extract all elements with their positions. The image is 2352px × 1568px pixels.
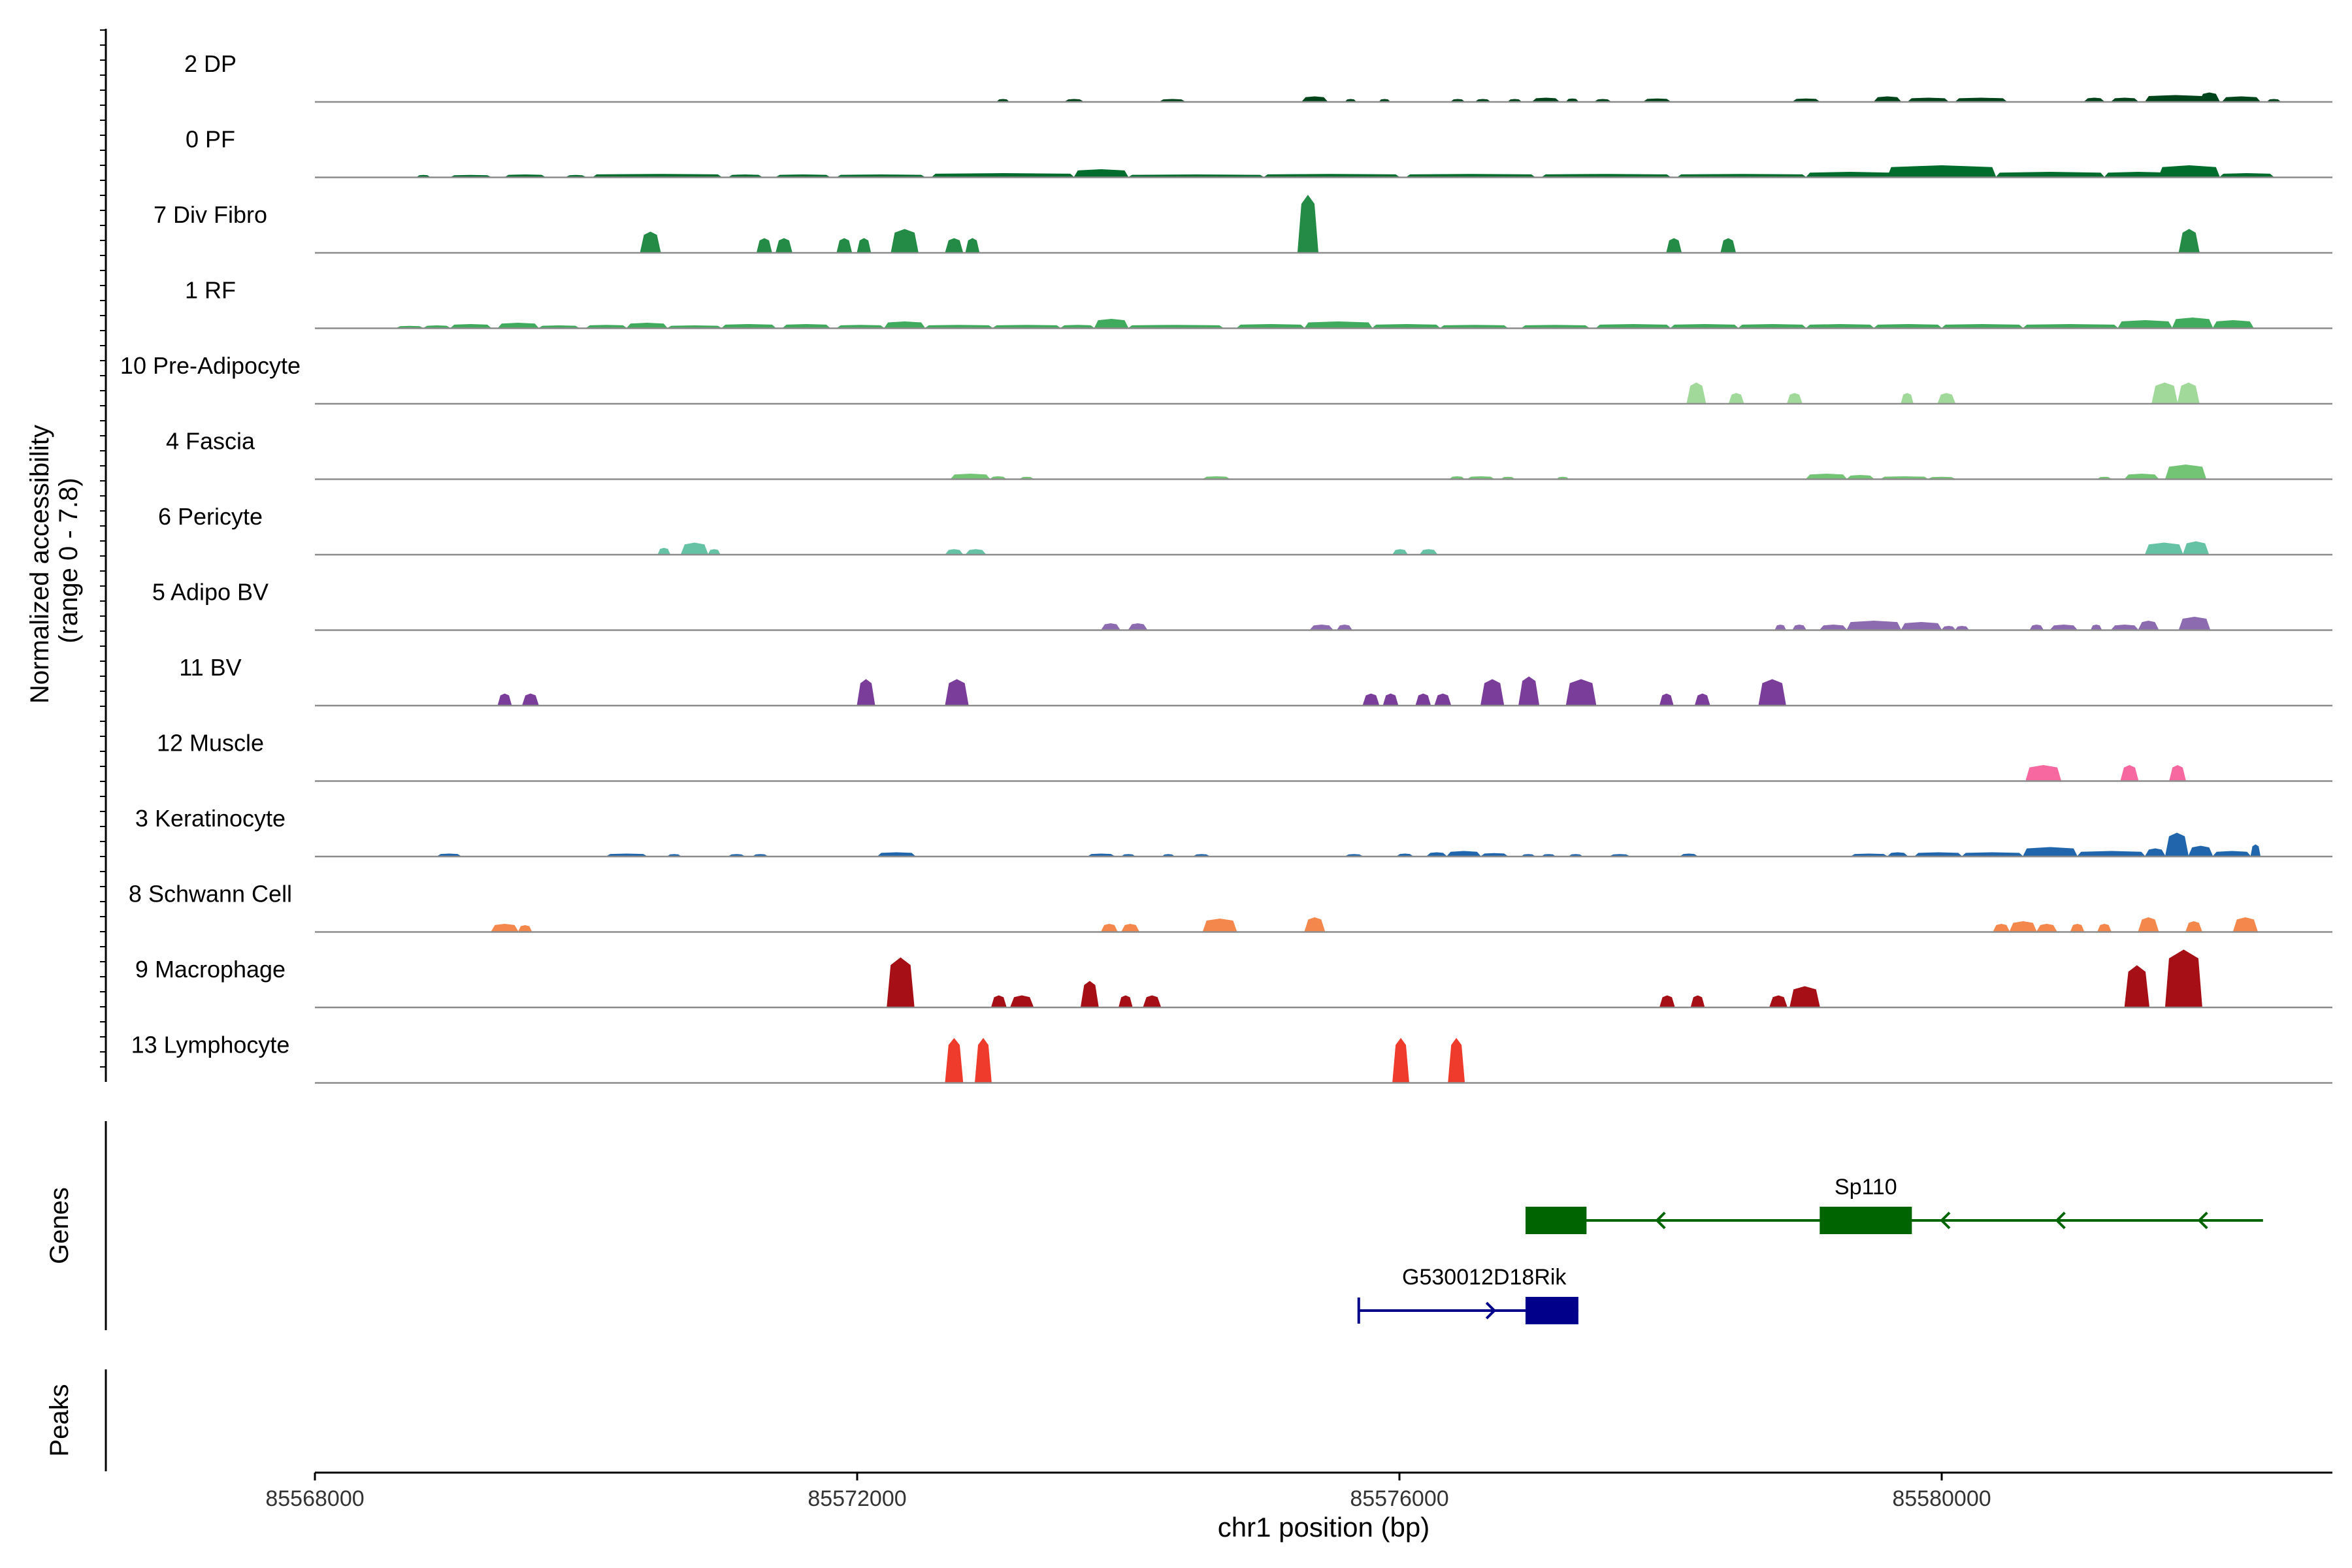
coverage-peak bbox=[1900, 621, 1942, 630]
track-label: 11 BV bbox=[179, 654, 241, 681]
track-10-pre-adipocyte: 10 Pre-Adipocyte bbox=[120, 352, 2332, 405]
coverage-peak bbox=[2182, 541, 2210, 555]
coverage-peak bbox=[1202, 918, 1237, 932]
coverage-peak bbox=[2164, 464, 2207, 480]
strand-arrow-left-icon bbox=[2197, 1211, 2208, 1230]
coverage-peak bbox=[2178, 616, 2211, 630]
coverage-peak bbox=[1073, 169, 1129, 178]
track-7-div-fibro: 7 Div Fibro bbox=[154, 195, 2332, 254]
track-label: 1 RF bbox=[185, 277, 236, 304]
track-label: 10 Pre-Adipocyte bbox=[120, 352, 301, 379]
coverage-peak bbox=[680, 542, 709, 555]
track-9-macrophage: 9 Macrophage bbox=[135, 949, 2332, 1009]
track-6-pericyte: 6 Pericyte bbox=[158, 503, 2332, 556]
x-axis-ticks: 85568000 85572000 85576000 85580000 bbox=[265, 1473, 1991, 1511]
coverage-peak bbox=[2144, 542, 2184, 555]
x-axis-tick-label: 85572000 bbox=[808, 1486, 906, 1511]
coverage-peak bbox=[2117, 319, 2173, 329]
x-axis-tick-label: 85580000 bbox=[1892, 1486, 1991, 1511]
genes-panel-label: Genes bbox=[45, 1187, 74, 1264]
strand-arrow-left-icon bbox=[1655, 1211, 1666, 1230]
coverage-tracks: 2 DP 0 PF 7 Div Fibro 1 RF 10 Pre-Adipocyte 4… bbox=[120, 50, 2332, 1084]
coverage-peak bbox=[2212, 319, 2255, 329]
track-5-adipo-bv: 5 Adipo BV bbox=[152, 579, 2332, 631]
x-axis-label: chr1 position (bp) bbox=[1218, 1512, 1430, 1543]
coverage-peak bbox=[2025, 764, 2062, 781]
coverage-peak bbox=[2009, 921, 2038, 932]
coverage-peak bbox=[490, 923, 519, 932]
track-label: 3 Keratinocyte bbox=[135, 805, 286, 832]
gene-exon bbox=[1525, 1297, 1578, 1324]
coverage-peak bbox=[1789, 986, 1820, 1008]
gene-label: Sp110 bbox=[1835, 1175, 1897, 1200]
coverage-peak bbox=[887, 957, 915, 1008]
strand-arrow-left-icon bbox=[2055, 1211, 2066, 1230]
track-label: 8 Schwann Cell bbox=[129, 881, 292, 907]
coverage-peak bbox=[2232, 917, 2259, 932]
coverage-peak bbox=[1846, 620, 1902, 630]
coverage-peak bbox=[2187, 845, 2213, 857]
coverage-peak bbox=[890, 229, 919, 253]
track-8-schwann-cell: 8 Schwann Cell bbox=[129, 881, 2332, 933]
track-label: 6 Pericyte bbox=[158, 503, 263, 530]
track-label: 13 Lymphocyte bbox=[131, 1032, 290, 1058]
coverage-y-axis-label-line1: Normalized accessibility bbox=[25, 425, 54, 704]
track-label: 4 Fascia bbox=[166, 428, 255, 455]
gene-sp110: Sp110 bbox=[1525, 1175, 2263, 1234]
track-2-dp: 2 DP bbox=[184, 50, 2332, 103]
coverage-peak bbox=[2164, 949, 2202, 1008]
track-label: 2 DP bbox=[184, 50, 237, 77]
strand-arrow-left-icon bbox=[1940, 1211, 1951, 1230]
strand-arrow-right-icon bbox=[1485, 1301, 1497, 1320]
track-3-keratinocyte: 3 Keratinocyte bbox=[135, 805, 2332, 858]
track-label: 12 Muscle bbox=[157, 730, 264, 757]
track-label: 0 PF bbox=[186, 126, 235, 153]
coverage-peak bbox=[1094, 318, 1129, 329]
coverage-peak bbox=[1758, 679, 1786, 706]
gene-exon bbox=[1525, 1207, 1587, 1234]
track-4-fascia: 4 Fascia bbox=[166, 428, 2332, 480]
coverage-peak bbox=[2172, 317, 2213, 329]
track-11-bv: 11 BV bbox=[179, 654, 2332, 707]
coverage-peak bbox=[1565, 679, 1597, 706]
coverage-y-axis-label-line2: (range 0 - 7.8) bbox=[54, 478, 83, 643]
coverage-peak bbox=[2022, 847, 2078, 857]
coverage-peak bbox=[2124, 965, 2150, 1008]
coverage-peak bbox=[1887, 165, 1997, 178]
coverage-peak bbox=[2158, 165, 2221, 178]
track-1-rf: 1 RF bbox=[185, 277, 2332, 329]
gene-g530012d18rik: G530012D18Rik bbox=[1357, 1265, 1578, 1324]
x-axis-tick-label: 85568000 bbox=[265, 1486, 364, 1511]
coverage-peak bbox=[2144, 95, 2207, 103]
gene-label: G530012D18Rik bbox=[1402, 1265, 1567, 1290]
track-12-muscle: 12 Muscle bbox=[157, 730, 2332, 782]
peaks-panel-label: Peaks bbox=[45, 1384, 74, 1456]
track-13-lymphocyte: 13 Lymphocyte bbox=[131, 1032, 2332, 1084]
gene-exon bbox=[1820, 1207, 1912, 1234]
track-0-pf: 0 PF bbox=[186, 126, 2332, 178]
gene-annotations: Sp110 G530012D18Rik bbox=[1357, 1175, 2263, 1324]
coverage-peak bbox=[883, 321, 926, 329]
track-label: 7 Div Fibro bbox=[154, 201, 267, 228]
coverage-peak bbox=[1303, 321, 1373, 329]
coverage-y-axis-label: Normalized accessibility (range 0 - 7.8) bbox=[25, 417, 83, 704]
track-label: 9 Macrophage bbox=[135, 956, 286, 983]
coverage-y-axis-ticks bbox=[100, 29, 106, 1068]
coverage-peak bbox=[2151, 382, 2178, 404]
x-axis-tick-label: 85576000 bbox=[1350, 1486, 1448, 1511]
track-label: 5 Adipo BV bbox=[152, 579, 269, 606]
